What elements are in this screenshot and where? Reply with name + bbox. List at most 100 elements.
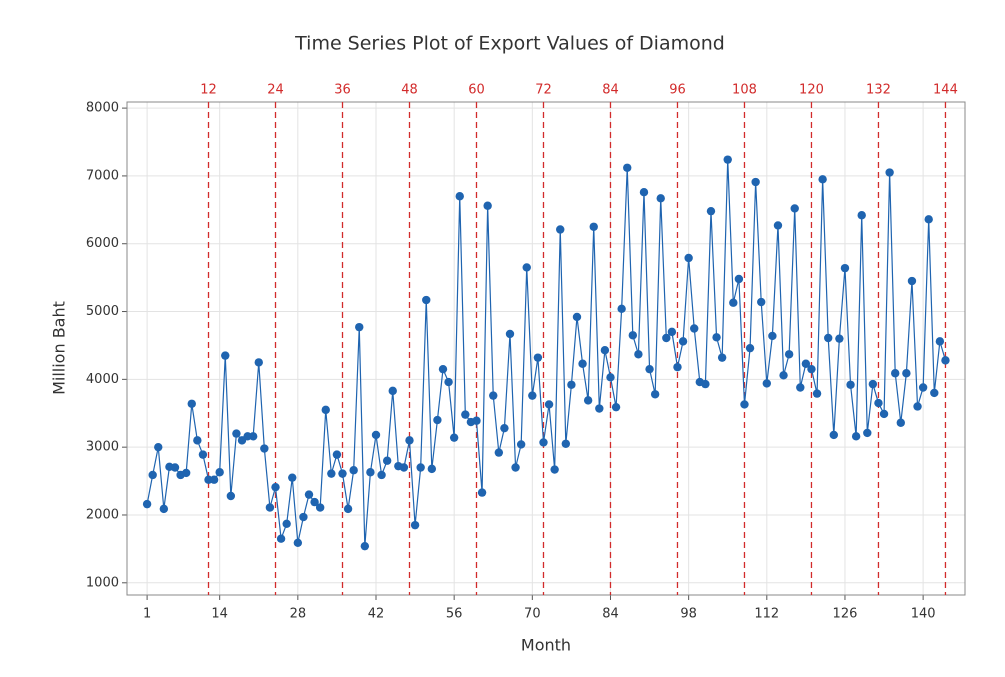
data-point bbox=[662, 333, 671, 343]
x-tick-label: 84 bbox=[602, 607, 619, 622]
data-point bbox=[271, 482, 280, 492]
data-point bbox=[818, 175, 827, 184]
data-point bbox=[623, 163, 632, 172]
data-point bbox=[578, 359, 587, 368]
data-point bbox=[556, 225, 565, 234]
data-point bbox=[159, 504, 169, 514]
data-point bbox=[494, 448, 504, 457]
data-point bbox=[282, 519, 291, 528]
data-point bbox=[377, 470, 386, 480]
data-point bbox=[930, 388, 939, 398]
x-axis-title: Month bbox=[521, 636, 571, 655]
data-point bbox=[645, 364, 654, 374]
y-tick-label: 6000 bbox=[86, 236, 119, 251]
data-point bbox=[232, 429, 241, 438]
data-point bbox=[896, 418, 905, 427]
y-axis-title: Million Baht bbox=[50, 301, 69, 395]
reference-label: 96 bbox=[669, 83, 686, 98]
reference-label: 12 bbox=[200, 83, 217, 98]
data-point bbox=[198, 450, 208, 459]
x-tick-label: 42 bbox=[368, 607, 385, 622]
data-point bbox=[449, 433, 459, 442]
data-point bbox=[516, 440, 526, 449]
data-point bbox=[840, 263, 850, 273]
data-point bbox=[918, 383, 928, 392]
y-tick-label: 3000 bbox=[86, 440, 119, 455]
data-point bbox=[684, 253, 693, 263]
data-point bbox=[907, 276, 917, 286]
data-point bbox=[399, 463, 409, 472]
data-point bbox=[338, 469, 347, 478]
data-point bbox=[902, 369, 911, 378]
data-point bbox=[505, 329, 515, 339]
data-point bbox=[740, 400, 749, 409]
data-point bbox=[433, 415, 442, 425]
y-tick-label: 2000 bbox=[86, 507, 119, 522]
data-point bbox=[572, 312, 582, 322]
data-point bbox=[148, 470, 157, 480]
data-point bbox=[539, 438, 548, 447]
data-point bbox=[879, 409, 889, 419]
data-point bbox=[427, 464, 437, 474]
reference-label: 120 bbox=[799, 83, 824, 98]
plot-frame bbox=[126, 101, 966, 596]
data-point bbox=[142, 499, 152, 509]
data-point bbox=[667, 327, 677, 337]
data-point bbox=[790, 204, 799, 213]
data-point bbox=[288, 473, 297, 482]
data-point bbox=[729, 298, 738, 307]
data-point bbox=[472, 416, 481, 425]
x-tick-label: 112 bbox=[754, 607, 779, 622]
data-point bbox=[315, 503, 325, 512]
data-point bbox=[299, 512, 308, 522]
data-point bbox=[416, 463, 425, 472]
data-point bbox=[835, 334, 844, 343]
data-point bbox=[639, 187, 649, 197]
reference-label: 144 bbox=[933, 83, 958, 98]
data-point bbox=[863, 428, 872, 438]
data-point bbox=[734, 274, 744, 284]
data-point bbox=[717, 353, 727, 362]
data-point bbox=[913, 402, 922, 411]
data-point bbox=[935, 337, 945, 346]
data-point bbox=[154, 442, 163, 452]
x-tick-label: 70 bbox=[524, 607, 541, 622]
data-point bbox=[366, 468, 375, 477]
reference-label: 108 bbox=[732, 83, 757, 98]
data-point bbox=[388, 386, 397, 396]
data-point bbox=[181, 468, 191, 478]
data-point bbox=[874, 398, 883, 408]
reference-label: 36 bbox=[334, 83, 351, 98]
reference-label: 60 bbox=[468, 83, 485, 98]
y-tick-label: 5000 bbox=[86, 304, 119, 319]
data-point bbox=[796, 383, 805, 392]
data-point bbox=[807, 364, 816, 374]
data-point bbox=[544, 400, 554, 409]
data-point bbox=[221, 351, 230, 360]
data-point bbox=[405, 436, 414, 445]
data-point bbox=[701, 379, 710, 389]
data-point bbox=[567, 380, 576, 389]
data-point bbox=[650, 390, 660, 399]
x-tick-label: 56 bbox=[446, 607, 463, 622]
y-tick-label: 7000 bbox=[86, 168, 119, 183]
data-point bbox=[656, 194, 665, 203]
data-point bbox=[550, 465, 559, 474]
data-point bbox=[265, 503, 275, 512]
data-point bbox=[868, 379, 878, 389]
data-point bbox=[812, 389, 822, 398]
data-point bbox=[779, 371, 788, 380]
data-point bbox=[310, 497, 319, 507]
data-point bbox=[215, 468, 224, 477]
data-point bbox=[617, 304, 626, 314]
data-point bbox=[606, 373, 615, 382]
y-tick-label: 1000 bbox=[86, 575, 119, 590]
data-point bbox=[941, 356, 950, 365]
data-point bbox=[304, 490, 314, 499]
data-point bbox=[595, 404, 604, 413]
data-point bbox=[773, 221, 783, 230]
data-point bbox=[455, 192, 464, 201]
data-point bbox=[444, 377, 453, 387]
data-point bbox=[187, 399, 196, 408]
